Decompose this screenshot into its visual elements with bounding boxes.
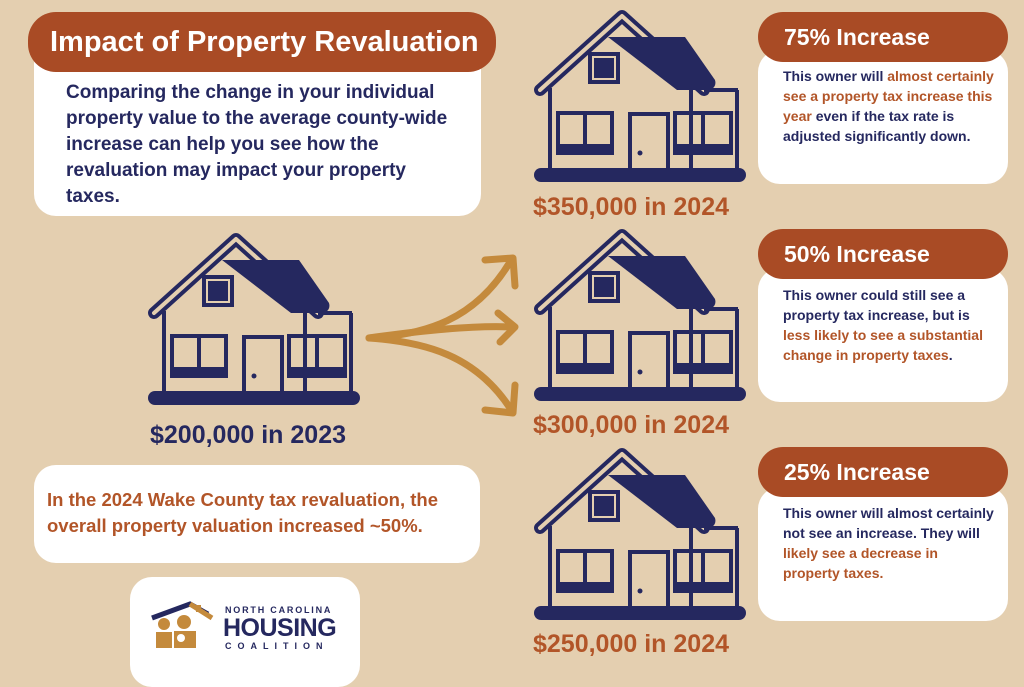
scenario-3-heading-banner: 25% Increase <box>758 447 1008 497</box>
house-icon-250k <box>532 448 748 623</box>
logo-line-3: COALITION <box>225 641 329 651</box>
scenario-3-card <box>758 487 1008 621</box>
branching-arrows-icon <box>365 254 519 417</box>
page-title: Impact of Property Revaluation <box>50 25 479 58</box>
scenario-3-heading: 25% Increase <box>784 458 930 485</box>
scenario-1-card <box>758 50 1008 184</box>
logo-line-1: NORTH CAROLINA <box>225 605 333 615</box>
scenario-1-heading: 75% Increase <box>784 23 930 50</box>
family-house-logo-icon <box>151 601 214 648</box>
scenario-2-heading: 50% Increase <box>784 240 930 267</box>
house-icon-300k <box>532 229 748 404</box>
scenario-2-heading-banner: 50% Increase <box>758 229 1008 279</box>
scenario-2-card <box>758 268 1008 402</box>
baseline-value-caption: $200,000 in 2023 <box>150 421 346 449</box>
intro-text: Comparing the change in your individual … <box>66 82 448 207</box>
scenario-1-text: This owner will almost certainly see a p… <box>783 68 994 144</box>
scenario-2-text: This owner could still see a property ta… <box>783 287 983 363</box>
scenario-3-caption: $250,000 in 2024 <box>533 630 729 658</box>
scenario-3-text: This owner will almost certainly not see… <box>783 505 994 581</box>
title-banner: Impact of Property Revaluation <box>28 12 496 72</box>
house-icon-350k <box>532 10 748 185</box>
scenario-2-caption: $300,000 in 2024 <box>533 411 729 439</box>
scenario-1-heading-banner: 75% Increase <box>758 12 1008 62</box>
scenario-1-caption: $350,000 in 2024 <box>533 193 729 221</box>
county-note-card <box>34 465 480 563</box>
county-note-text: In the 2024 Wake County tax revaluation,… <box>47 489 439 536</box>
logo-line-2: HOUSING <box>223 614 337 642</box>
house-icon <box>148 233 360 405</box>
